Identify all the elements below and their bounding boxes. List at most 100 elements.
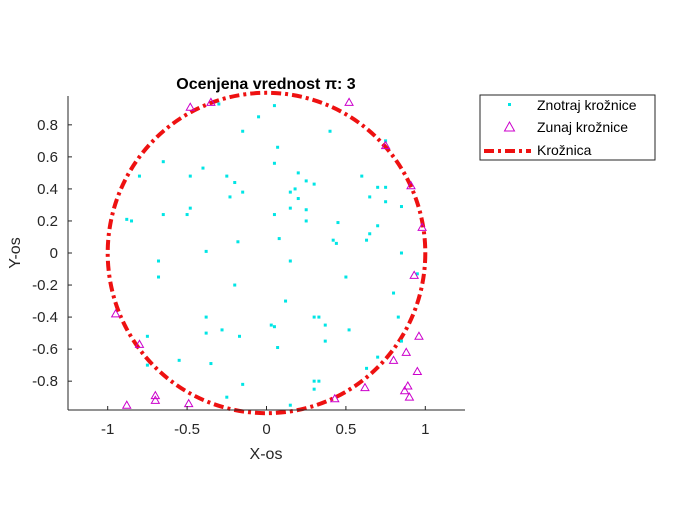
inside-point (296, 197, 300, 201)
inside-point (217, 102, 221, 106)
inside-point (293, 187, 297, 191)
circle-layer (105, 90, 428, 416)
y-tick-label: 0.8 (37, 117, 58, 134)
inside-point (125, 217, 129, 221)
outside-point (206, 97, 216, 106)
outside-point (185, 102, 196, 111)
outside-point (150, 395, 161, 404)
outside-point (414, 331, 424, 340)
x-tick-label: 0 (262, 421, 270, 438)
inside-point (347, 328, 351, 332)
outside-point (401, 347, 412, 356)
inside-point (396, 315, 400, 319)
inside-point (177, 358, 181, 362)
inside-point (376, 355, 380, 359)
legend-label-inside: Znotraj krožnice (537, 97, 637, 113)
inside-point (312, 182, 316, 186)
points-layer (110, 97, 427, 409)
inside-point (392, 291, 396, 295)
inside-point (304, 219, 308, 223)
inside-point (157, 275, 161, 279)
outside-point (402, 380, 413, 390)
inside-point (161, 160, 165, 164)
inside-point (368, 195, 372, 199)
inside-point (130, 219, 134, 223)
inside-point (204, 249, 208, 253)
inside-point (317, 379, 321, 383)
inside-point (284, 299, 288, 303)
y-tick-label: -0.4 (32, 309, 58, 326)
y-tick-label: 0 (50, 245, 58, 262)
inside-point (272, 161, 276, 165)
inside-point (296, 171, 300, 175)
inside-point (272, 213, 276, 217)
inside-point (288, 206, 292, 210)
inside-point (185, 213, 189, 217)
inside-point (238, 334, 242, 338)
outside-point (412, 366, 423, 376)
legend-label-outside: Zunaj krožnice (537, 119, 628, 135)
x-ticks: -1 -0.5 0 0.5 1 (101, 406, 429, 438)
inside-point (365, 366, 369, 370)
inside-point (257, 115, 261, 119)
x-tick-label: 0.5 (335, 421, 356, 438)
inside-point (137, 174, 141, 178)
inside-point (209, 362, 213, 366)
inside-point (272, 325, 276, 329)
inside-point (328, 129, 332, 133)
inside-point (276, 145, 280, 149)
inside-point (241, 382, 245, 386)
inside-point (331, 238, 335, 242)
outside-point (404, 392, 415, 401)
circle-line (105, 90, 428, 416)
inside-point (225, 395, 229, 399)
x-tick-label: -0.5 (174, 421, 200, 438)
outside-point (183, 398, 194, 408)
y-tick-label: 0.6 (37, 149, 58, 166)
outside-point (134, 339, 145, 348)
y-tick-label: 0.4 (37, 181, 58, 198)
outside-point (399, 385, 410, 395)
y-axis-label: Y-os (7, 237, 24, 268)
inside-point (288, 190, 292, 194)
inside-point (323, 339, 327, 343)
legend: Znotraj krožnice Zunaj krožnice Krožnica (479, 94, 656, 161)
inside-point (399, 339, 403, 343)
legend-entry-inside: Znotraj krožnice (508, 97, 637, 113)
axes-box (68, 96, 465, 410)
y-ticks: -0.8 -0.6 -0.4 -0.2 0 0.2 0.4 0.6 0.8 (32, 117, 72, 390)
y-tick-label: -0.8 (32, 373, 58, 390)
inside-point (157, 259, 161, 263)
inside-point (241, 129, 245, 133)
outside-point (110, 308, 121, 318)
legend-marker-point (508, 103, 511, 106)
inside-point (399, 251, 403, 255)
inside-point (344, 275, 348, 279)
inside-point (312, 387, 316, 391)
inside-point (188, 206, 192, 210)
inside-point (384, 200, 388, 204)
inside-point (276, 346, 280, 350)
outside-point (360, 382, 370, 392)
inside-point (323, 323, 327, 327)
outside-point (344, 97, 354, 106)
inside-point (233, 283, 237, 287)
inside-point (365, 238, 369, 242)
inside-point (312, 315, 316, 319)
chart-title: Ocenjena vrednost π: 3 (176, 76, 356, 93)
plot-area: -1 -0.5 0 0.5 1 -0.8 -0.6 -0.4 -0.2 0 0.2 0.4 0.6 0.… (32, 90, 465, 438)
inside-point (220, 328, 224, 332)
outside-point (417, 222, 427, 231)
y-tick-label: -0.2 (32, 277, 58, 294)
legend-entry-outside: Zunaj krožnice (503, 119, 628, 135)
legend-label-circle: Krožnica (537, 142, 592, 158)
inside-point (336, 221, 340, 225)
inside-point (225, 174, 229, 178)
outside-point (121, 400, 132, 409)
inside-point (317, 315, 321, 319)
inside-point (360, 174, 364, 178)
outside-point (329, 393, 340, 403)
y-tick-label: 0.2 (37, 213, 58, 230)
legend-entry-circle: Krožnica (484, 142, 592, 158)
